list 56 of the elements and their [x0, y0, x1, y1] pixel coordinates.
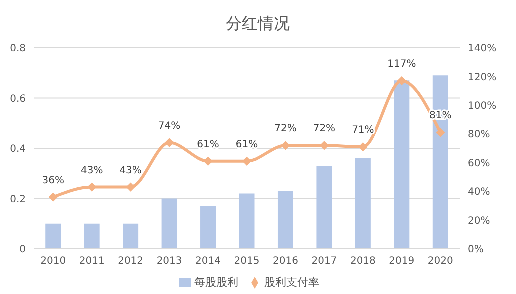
data-label: 72% [313, 124, 336, 135]
point [436, 128, 445, 137]
x-tick-label: 2018 [350, 256, 376, 268]
x-tick-label: 2012 [118, 256, 144, 268]
y2-tick-label: 140% [468, 44, 497, 55]
legend-label: 每股股利 [194, 276, 238, 289]
bar [46, 224, 62, 249]
legend-label: 股利支付率 [264, 276, 320, 289]
point [281, 141, 290, 150]
point [320, 141, 329, 150]
data-label: 43% [80, 165, 104, 176]
data-label: 74% [158, 120, 181, 132]
point [49, 193, 58, 202]
x-tick-label: 2016 [273, 256, 298, 268]
y2-tick-label: 40% [468, 187, 490, 198]
bar [394, 80, 410, 249]
data-label: 72% [274, 124, 297, 135]
data-label: 117% [388, 59, 416, 70]
x-tick-label: 2010 [40, 256, 66, 268]
x-tick-label: 2014 [196, 256, 221, 268]
y2-tick-label: 100% [468, 100, 497, 112]
y-tick-label: 0.2 [10, 194, 26, 206]
y2-tick-label: 20% [468, 216, 490, 227]
bar [278, 191, 294, 249]
x-tick-label: 2011 [79, 256, 105, 268]
point [242, 157, 252, 166]
bar [200, 206, 216, 249]
y-tick-label: 0.6 [10, 94, 26, 105]
data-label: 36% [42, 175, 64, 186]
bar [239, 194, 255, 249]
point [88, 183, 96, 192]
data-label: 43% [120, 165, 142, 176]
bar [355, 158, 371, 249]
chart-title: 分红情况 [225, 14, 291, 35]
point [398, 76, 406, 86]
x-tick-label: 2017 [312, 256, 338, 268]
x-tick-label: 2020 [428, 256, 454, 268]
y2-tick-label: 60% [468, 158, 490, 170]
y-tick-label: 0.4 [10, 144, 26, 156]
y2-tick-label: 0% [468, 244, 484, 256]
bar [162, 198, 178, 249]
x-tick-label: 2013 [156, 256, 182, 268]
y2-tick-label: 80% [468, 130, 490, 141]
bar [316, 166, 332, 249]
point [165, 138, 174, 148]
bar [84, 224, 100, 249]
data-label: 61% [197, 139, 220, 150]
y-tick-label: 0.8 [10, 44, 26, 55]
data-label: 71% [352, 125, 374, 136]
data-label: 61% [236, 139, 258, 150]
x-tick-label: 2019 [389, 256, 415, 268]
point [126, 183, 136, 192]
bar [123, 224, 139, 249]
y-tick-label: 0 [20, 244, 26, 256]
x-tick-label: 2015 [234, 256, 260, 268]
y2-tick-label: 120% [468, 72, 497, 84]
